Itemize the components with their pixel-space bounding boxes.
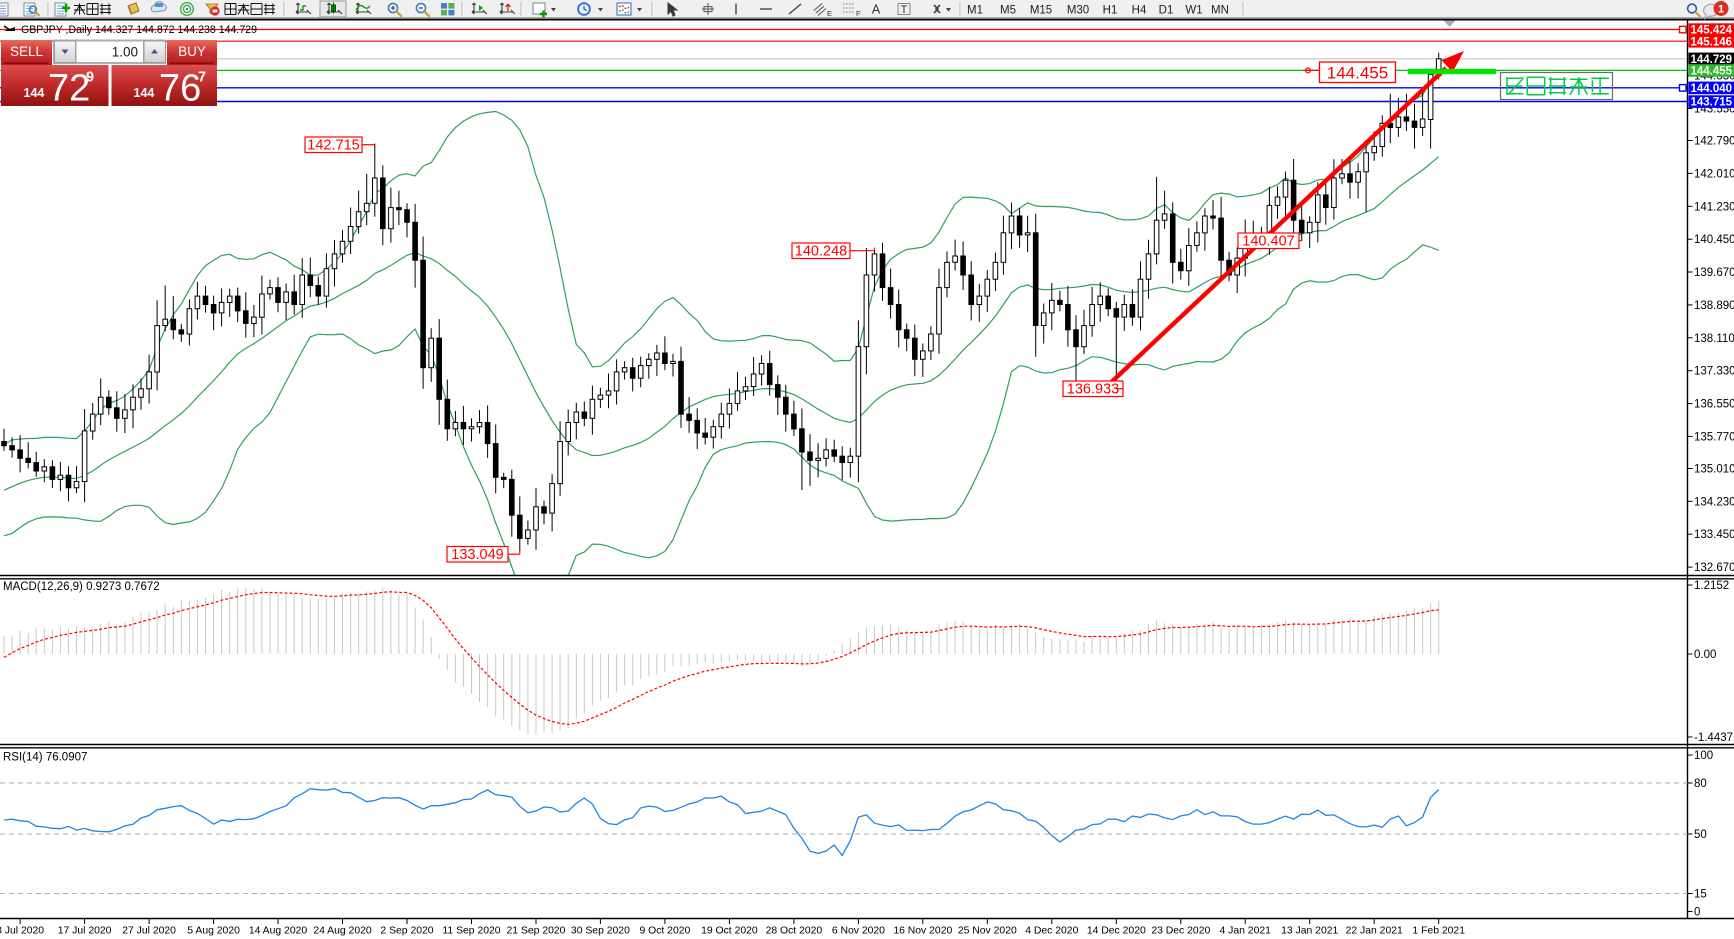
svg-text:137.330: 137.330 [1694, 366, 1734, 378]
svg-text:M5: M5 [1000, 5, 1016, 17]
svg-text:H4: H4 [1132, 5, 1147, 17]
svg-text:27 Jul 2020: 27 Jul 2020 [122, 926, 176, 937]
svg-text:134.230: 134.230 [1694, 496, 1734, 508]
svg-text:7: 7 [198, 70, 206, 86]
svg-text:144.040: 144.040 [1691, 83, 1733, 95]
svg-text:H1: H1 [1103, 5, 1118, 17]
svg-text:8 Jul 2020: 8 Jul 2020 [0, 926, 44, 937]
svg-text:144.729: 144.729 [1691, 54, 1733, 66]
svg-text:133.450: 133.450 [1694, 529, 1734, 541]
svg-text:28 Oct 2020: 28 Oct 2020 [766, 926, 823, 937]
svg-text:138.110: 138.110 [1694, 333, 1734, 345]
svg-text:24 Aug 2020: 24 Aug 2020 [313, 926, 372, 937]
svg-text:1.2152: 1.2152 [1694, 580, 1729, 592]
svg-text:144: 144 [24, 86, 45, 100]
svg-text:17 Jul 2020: 17 Jul 2020 [58, 926, 112, 937]
svg-text:140.407: 140.407 [1242, 234, 1294, 250]
svg-text:22 Jan 2021: 22 Jan 2021 [1346, 926, 1403, 937]
svg-text:9 Oct 2020: 9 Oct 2020 [639, 926, 690, 937]
svg-text:0: 0 [1694, 907, 1700, 919]
svg-text:136.933: 136.933 [1067, 382, 1119, 398]
svg-text:M15: M15 [1030, 5, 1052, 17]
svg-text:MN: MN [1211, 5, 1229, 17]
svg-text:M1: M1 [967, 5, 983, 17]
svg-text:SELL: SELL [10, 44, 44, 59]
svg-text:140.248: 140.248 [795, 244, 847, 260]
svg-text:136.550: 136.550 [1694, 399, 1734, 411]
svg-text:GBPJPY ,Daily 144.327 144.872: GBPJPY ,Daily 144.327 144.872 144.238 14… [21, 24, 257, 36]
svg-text:11 Sep 2020: 11 Sep 2020 [442, 926, 500, 937]
svg-text:MACD(12,26,9) 0.9273 0.7672: MACD(12,26,9) 0.9273 0.7672 [3, 581, 160, 593]
svg-text:6 Nov 2020: 6 Nov 2020 [832, 926, 885, 937]
svg-text:BUY: BUY [178, 44, 206, 59]
svg-text:9: 9 [86, 70, 94, 86]
svg-text:19 Oct 2020: 19 Oct 2020 [701, 926, 758, 937]
svg-text:135.770: 135.770 [1694, 431, 1734, 443]
svg-text:141.230: 141.230 [1694, 201, 1734, 213]
svg-text:50: 50 [1694, 829, 1707, 841]
svg-text:133.049: 133.049 [451, 547, 503, 563]
svg-text:144: 144 [134, 86, 155, 100]
svg-text:142.790: 142.790 [1694, 136, 1734, 148]
svg-text:1: 1 [1718, 4, 1724, 16]
svg-text:F: F [856, 9, 861, 18]
svg-text:E: E [827, 9, 832, 18]
svg-text:30 Sep 2020: 30 Sep 2020 [571, 926, 630, 937]
svg-text:14 Aug 2020: 14 Aug 2020 [249, 926, 308, 937]
svg-text:140.450: 140.450 [1694, 234, 1734, 246]
svg-text:A: A [872, 3, 881, 17]
svg-text:76: 76 [159, 68, 201, 110]
svg-text:4 Dec 2020: 4 Dec 2020 [1025, 926, 1078, 937]
svg-text:D1: D1 [1159, 5, 1174, 17]
svg-text:5 Aug 2020: 5 Aug 2020 [187, 926, 240, 937]
svg-text:144.455: 144.455 [1691, 66, 1733, 78]
svg-text:21 Sep 2020: 21 Sep 2020 [507, 926, 566, 937]
svg-text:142.715: 142.715 [307, 138, 359, 154]
svg-text:25 Nov 2020: 25 Nov 2020 [958, 926, 1017, 937]
svg-text:132.670: 132.670 [1694, 562, 1734, 574]
svg-text:142.010: 142.010 [1694, 168, 1734, 180]
svg-text:139.670: 139.670 [1694, 267, 1734, 279]
svg-text:135.010: 135.010 [1694, 464, 1734, 476]
svg-text:T: T [901, 4, 908, 16]
svg-text:23 Dec 2020: 23 Dec 2020 [1151, 926, 1210, 937]
svg-text:100: 100 [1694, 750, 1713, 762]
svg-text:1.00: 1.00 [112, 45, 138, 60]
svg-text:144.455: 144.455 [1327, 64, 1388, 83]
svg-text:145.146: 145.146 [1691, 36, 1733, 48]
svg-text:145.424: 145.424 [1691, 25, 1733, 37]
svg-text:RSI(14) 76.0907: RSI(14) 76.0907 [3, 752, 87, 764]
svg-text:4 Jan 2021: 4 Jan 2021 [1219, 926, 1271, 937]
svg-text:1 Feb 2021: 1 Feb 2021 [1412, 926, 1465, 937]
svg-text:72: 72 [48, 68, 90, 110]
svg-text:W1: W1 [1185, 5, 1202, 17]
svg-text:138.890: 138.890 [1694, 300, 1734, 312]
svg-text:M30: M30 [1067, 5, 1089, 17]
svg-text:13 Jan 2021: 13 Jan 2021 [1281, 926, 1338, 937]
svg-text:15: 15 [1694, 889, 1707, 901]
svg-text:0.00: 0.00 [1694, 649, 1716, 661]
svg-text:143.715: 143.715 [1691, 97, 1733, 109]
svg-text:80: 80 [1694, 778, 1707, 790]
svg-text:16 Nov 2020: 16 Nov 2020 [893, 926, 952, 937]
svg-text:-1.4437: -1.4437 [1694, 732, 1733, 744]
svg-text:14 Dec 2020: 14 Dec 2020 [1087, 926, 1146, 937]
svg-text:2 Sep 2020: 2 Sep 2020 [380, 926, 433, 937]
